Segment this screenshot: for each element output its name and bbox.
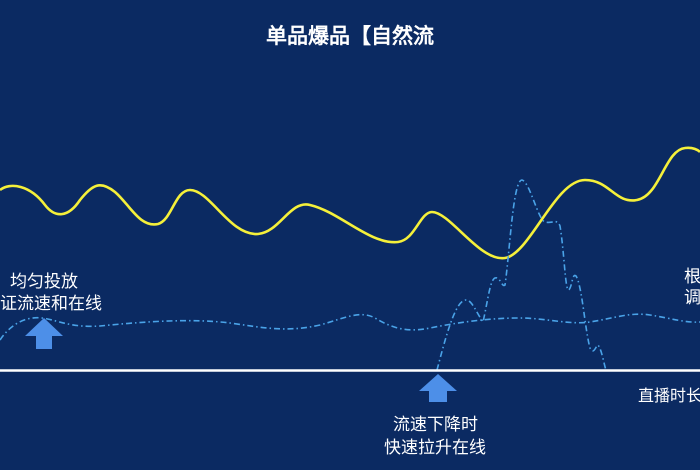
up-arrow-icon	[25, 318, 63, 349]
right-annotation-line1: 根	[684, 267, 700, 287]
up-arrow-icon	[419, 374, 457, 402]
middle-annotation-line1: 流速下降时	[393, 415, 478, 435]
right-annotation-line2: 调	[684, 288, 700, 308]
diagram-title: 单品爆品【自然流	[266, 24, 434, 48]
middle-annotation-line2: 快速拉升在线	[384, 438, 486, 458]
main-yellow-curve	[0, 146, 700, 260]
axis-label: 直播时长	[638, 386, 700, 405]
traffic-spike-dashed-curve	[436, 179, 607, 371]
steady-flow-dashed-curve	[0, 313, 700, 341]
left-annotation-line2: 证流速和在线	[0, 294, 102, 314]
left-annotation-line1: 均匀投放	[10, 272, 78, 292]
